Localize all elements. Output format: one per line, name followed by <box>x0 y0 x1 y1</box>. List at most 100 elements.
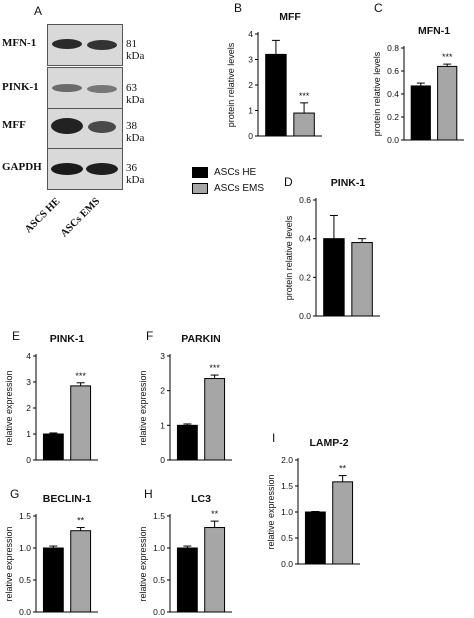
chart-beclin1: G BECLIN-1 relative expression 0.0 0.5 1.0 1.5… <box>4 487 98 617</box>
bar-asc-ems <box>437 65 458 141</box>
bar-asc-ems <box>204 378 226 461</box>
band-mfn1-he <box>52 39 82 49</box>
y-tick-label: 3 <box>160 351 165 361</box>
y-tick-label: 1.5 <box>281 481 293 491</box>
y-tick-label: 0.6 <box>299 195 311 205</box>
band-gapdh-he <box>51 163 83 175</box>
y-tick-label: 2 <box>248 80 253 90</box>
y-tick-label: 2 <box>26 403 31 413</box>
kda-label-gapdh: 36 kDa <box>126 162 145 186</box>
chart-title: MFF <box>279 11 301 23</box>
blot-strip-mfn1 <box>47 24 123 66</box>
y-axis-label: relative expression <box>4 526 14 601</box>
kda-label-mff: 38 kDa <box>126 120 145 144</box>
y-tick-label: 0.0 <box>387 135 399 145</box>
y-axis-label: protein relative levels <box>226 42 236 127</box>
chart-pink1-expression: E PINK-1 relative expression 0 1 2 3 4 *** <box>4 329 98 465</box>
chart-title: MFN-1 <box>418 25 450 37</box>
legend-swatch-ems <box>192 182 208 194</box>
y-tick-label: 0 <box>248 131 253 141</box>
bar-asc-ems <box>70 385 92 461</box>
y-tick-label: 0.6 <box>387 66 399 76</box>
y-axis-label: relative expression <box>4 370 14 445</box>
band-pink1-he <box>52 84 82 92</box>
blot-strip-gapdh <box>47 148 123 190</box>
kda-label-mfn1: 81 kDa <box>126 38 145 62</box>
y-tick-label: 1.0 <box>19 543 31 553</box>
blot-strip-mff <box>47 108 123 149</box>
chart-mfn1: C MFN-1 protein relative levels 0.0 0.2 0.4 0.… <box>372 1 464 145</box>
y-tick-label: 1.0 <box>281 507 293 517</box>
blot-bands-mfn1 <box>52 39 117 50</box>
y-tick-label: 1 <box>26 429 31 439</box>
bar-asc-he <box>42 547 64 613</box>
legend-item-ems: ASCs EMS <box>192 180 264 196</box>
bar-asc-ems <box>332 481 354 565</box>
y-tick-label: 0.0 <box>153 607 165 617</box>
y-tick-label: 0.5 <box>281 533 293 543</box>
bar-asc-he <box>176 424 198 461</box>
legend-item-he: ASCs HE <box>192 164 264 180</box>
y-tick-label: 0.4 <box>299 234 311 244</box>
chart-title: LAMP-2 <box>309 437 348 449</box>
chart-lc3: H LC3 relative expression 0.0 0.5 1.0 1.5 ** <box>138 487 232 617</box>
y-tick-label: 2 <box>160 386 165 396</box>
chart-title: PARKIN <box>181 333 220 345</box>
y-tick-label: 3 <box>248 55 253 65</box>
y-tick-label: 0.5 <box>19 575 31 585</box>
chart-mff: B MFF protein relative levels 0 1 2 3 4 *** <box>226 1 322 141</box>
panel-letter-e: E <box>12 329 20 343</box>
y-axis-label: relative expression <box>138 526 148 601</box>
chart-legend: ASCs HE ASCs EMS <box>192 164 264 196</box>
panel-letter-g: G <box>10 487 19 501</box>
y-tick-label: 1 <box>160 420 165 430</box>
band-mff-he <box>51 118 83 134</box>
blot-strip-pink1 <box>47 67 123 109</box>
y-axis-label: protein relative levels <box>284 215 294 300</box>
y-tick-label: 2.0 <box>281 455 293 465</box>
chart-title: PINK-1 <box>331 177 366 189</box>
significance-marker: ** <box>211 509 219 519</box>
y-tick-label: 1 <box>248 106 253 116</box>
blot-bands-pink1 <box>52 84 117 93</box>
bar-asc-ems <box>70 530 92 613</box>
band-mff-ems <box>88 121 116 133</box>
bar-asc-he <box>42 433 64 461</box>
blot-label-mfn1: MFN-1 <box>2 37 37 49</box>
chart-title: PINK-1 <box>50 333 85 345</box>
y-axis-label: protein relative levels <box>372 51 382 136</box>
y-tick-label: 4 <box>26 351 31 361</box>
panel-letter-h: H <box>144 487 153 501</box>
bar-asc-he <box>176 547 198 613</box>
significance-marker: ** <box>77 516 85 526</box>
y-tick-label: 0.2 <box>387 112 399 122</box>
panel-letter-d: D <box>284 175 293 189</box>
y-tick-label: 0.0 <box>19 607 31 617</box>
band-pink1-ems <box>87 85 117 93</box>
bar-asc-he <box>410 85 431 141</box>
bar-asc-ems <box>293 112 315 137</box>
y-tick-label: 0.8 <box>387 43 399 53</box>
kda-label-pink1: 63 kDa <box>126 82 145 106</box>
bar-asc-he <box>304 511 326 565</box>
chart-pink1-protein: D PINK-1 protein relative levels 0.0 0.2 0.4 0… <box>284 175 380 321</box>
bar-asc-ems <box>351 242 373 317</box>
y-axis-label: relative expression <box>138 370 148 445</box>
blot-label-gapdh: GAPDH <box>2 161 42 173</box>
legend-label-he: ASCs HE <box>214 166 257 178</box>
y-tick-label: 0.0 <box>281 559 293 569</box>
chart-parkin: F PARKIN relative expression 0 1 2 3 *** <box>138 329 232 465</box>
significance-marker: *** <box>442 52 453 62</box>
blot-label-pink1: PINK-1 <box>2 81 39 93</box>
bar-asc-he <box>265 53 287 137</box>
y-tick-label: 1.0 <box>153 543 165 553</box>
blot-bands-mff <box>51 118 116 134</box>
band-gapdh-ems <box>86 163 118 175</box>
bar-asc-he <box>323 238 345 317</box>
y-tick-label: 0.5 <box>153 575 165 585</box>
panel-letter-i: I <box>272 431 275 445</box>
blot-bands-gapdh <box>51 163 118 175</box>
panel-letter-b: B <box>234 1 242 15</box>
chart-title: BECLIN-1 <box>43 493 92 505</box>
panel-letter-a: A <box>34 4 43 18</box>
